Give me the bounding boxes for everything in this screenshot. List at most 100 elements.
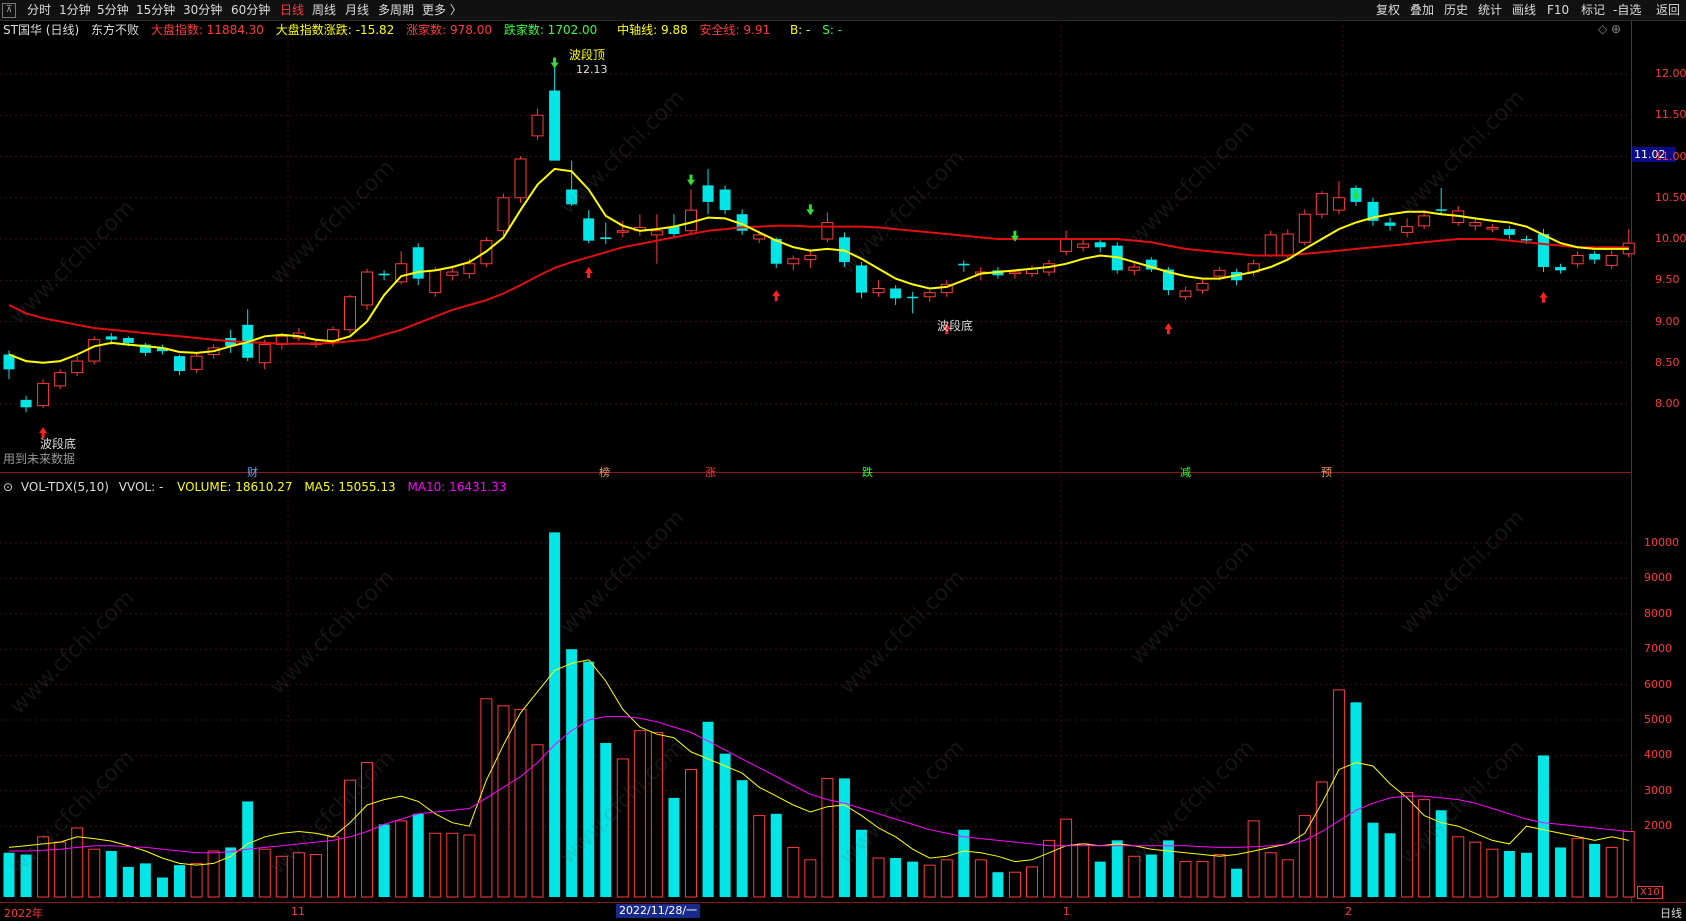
volume-bar xyxy=(650,731,663,898)
candle-body xyxy=(1571,255,1584,265)
volume-bar xyxy=(1435,810,1447,897)
candle-body xyxy=(3,354,15,370)
pane-divider xyxy=(0,472,1631,473)
volume-bar xyxy=(838,778,850,897)
candle-body xyxy=(1486,226,1499,230)
pane-expand-icons[interactable]: ◇ ⊕ xyxy=(1598,22,1622,36)
vol-collapse-icon[interactable]: ⊙ xyxy=(3,480,14,494)
event-marker-forecast[interactable]: 预 xyxy=(1321,466,1332,479)
period-tab-5min[interactable]: 5分钟 xyxy=(97,3,129,17)
event-marker-down[interactable]: 跌 xyxy=(862,466,873,479)
wave-top-value: 12.13 xyxy=(576,63,608,76)
watchlist-remove-button[interactable]: -自选 xyxy=(1613,3,1642,17)
price-tick-label: 9.50 xyxy=(1655,273,1680,287)
price-tick-label: 10.00 xyxy=(1655,232,1686,245)
volume-bar xyxy=(429,832,442,898)
period-tab-monthly[interactable]: 月线 xyxy=(345,3,370,17)
volume-bar xyxy=(1231,868,1243,897)
candle-body xyxy=(1145,259,1157,270)
ma5-value: MA5: 15055.13 xyxy=(304,480,396,494)
volume-ma5-line xyxy=(8,659,1629,866)
volume-bar xyxy=(275,855,288,898)
sell-signal-arrow xyxy=(687,174,695,186)
right-axis-border xyxy=(1631,20,1632,902)
candle-body xyxy=(616,230,629,233)
vol-indicator-name[interactable]: VOL-TDX(5,10) xyxy=(20,480,109,494)
candle-body xyxy=(1298,213,1311,243)
volume-bar xyxy=(1094,861,1106,897)
volume-bar xyxy=(531,744,544,898)
volume-bar xyxy=(633,730,646,898)
volume-bar xyxy=(719,753,731,897)
back-button[interactable]: 返回 xyxy=(1656,3,1681,17)
period-tab-1min[interactable]: 1分钟 xyxy=(59,3,91,17)
candle-body xyxy=(770,239,782,264)
candle-body xyxy=(139,344,151,353)
candle-body xyxy=(1435,209,1447,211)
stats-button[interactable]: 统计 xyxy=(1478,3,1503,17)
volume-info-bar: ⊙ VOL-TDX(5,10) VVOL: - VOLUME: 18610.27… xyxy=(0,478,514,496)
volume-bar xyxy=(190,862,203,898)
draw-line-button[interactable]: 画线 xyxy=(1512,3,1537,17)
volume-bar xyxy=(1486,848,1499,898)
corner-menu-icon[interactable]: ⊼ xyxy=(2,3,16,18)
event-marker-reduce[interactable]: 减 xyxy=(1180,466,1191,479)
f10-button[interactable]: F10 xyxy=(1547,3,1570,17)
price-tick-label: 11.00 xyxy=(1655,149,1686,163)
volume-bar xyxy=(753,815,766,898)
candle-body xyxy=(1179,290,1192,298)
volume-bar xyxy=(1555,847,1567,897)
fuquan-button[interactable]: 复权 xyxy=(1376,3,1401,17)
event-marker-finance[interactable]: 财 xyxy=(247,466,258,479)
candle-body xyxy=(1401,226,1414,233)
volume-bar xyxy=(1145,854,1157,897)
indicator-name[interactable]: 东方不败 xyxy=(90,23,139,37)
date-label-jan: 1 xyxy=(1063,905,1070,918)
volume-unit-label: X10 xyxy=(1637,886,1663,899)
b-signal: B: - xyxy=(789,23,811,37)
history-button[interactable]: 历史 xyxy=(1444,3,1469,17)
candle-body xyxy=(907,296,919,299)
volume-bar xyxy=(1128,855,1141,898)
period-tab-15min[interactable]: 15分钟 xyxy=(136,3,176,17)
period-tab-60min[interactable]: 60分钟 xyxy=(231,3,271,17)
sell-signal-arrow xyxy=(1010,230,1019,242)
candle-body xyxy=(583,218,595,241)
volume-bar xyxy=(71,827,84,898)
period-tab-more[interactable]: 更多 〉 xyxy=(422,3,462,17)
candle-body xyxy=(566,189,578,205)
view-mode-button[interactable]: 日线 xyxy=(1660,907,1682,920)
wave-bottom-label-left: 波段底 xyxy=(40,437,77,451)
period-tab-30min[interactable]: 30分钟 xyxy=(183,3,223,17)
period-tab-weekly[interactable]: 周线 xyxy=(312,3,337,17)
selected-date: 2022/11/28/一 xyxy=(616,904,701,918)
period-tab-daily[interactable]: 日线 xyxy=(280,3,305,17)
volume-bar xyxy=(1452,836,1465,898)
volume-bar xyxy=(139,863,151,897)
ma-long-line xyxy=(8,224,1629,345)
volume-bar xyxy=(1367,822,1379,897)
volume-tick-label: 8000 xyxy=(1644,606,1672,620)
volume-bar xyxy=(1571,838,1584,898)
period-tab-multi[interactable]: 多周期 xyxy=(378,3,415,17)
period-tab-fenshi[interactable]: 分时 xyxy=(27,3,52,17)
date-label-year: 2022年 xyxy=(4,907,43,920)
volume-bar xyxy=(1315,781,1328,898)
event-marker-list[interactable]: 榜 xyxy=(599,466,610,479)
candle-body xyxy=(600,237,612,239)
volume-bar xyxy=(1418,799,1431,898)
candle-body xyxy=(821,222,834,240)
volume-bar xyxy=(821,777,834,898)
candle-body xyxy=(344,296,356,331)
volume-bar xyxy=(974,859,987,898)
volume-bar xyxy=(88,848,101,898)
mark-button[interactable]: 标记 xyxy=(1581,3,1606,17)
event-marker-up[interactable]: 涨 xyxy=(705,466,716,479)
mid-line: 中轴线: 9.88 xyxy=(617,23,688,37)
volume-bar xyxy=(1605,846,1618,898)
candle-body xyxy=(1384,222,1396,226)
overlay-button[interactable]: 叠加 xyxy=(1410,3,1435,17)
candle-body xyxy=(1538,234,1549,268)
